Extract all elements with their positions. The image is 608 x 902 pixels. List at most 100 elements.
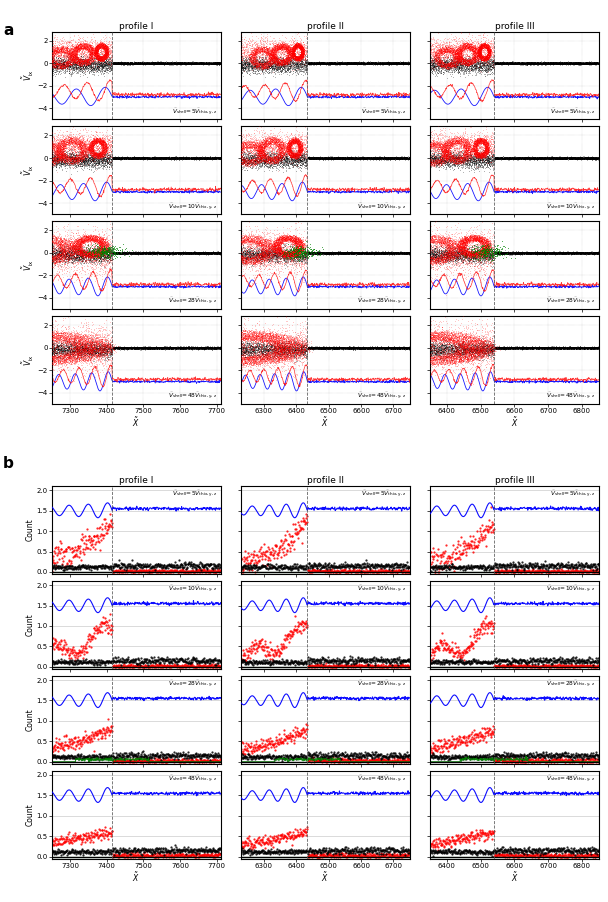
Point — [473, 248, 483, 262]
Point — [501, 340, 511, 354]
Point — [115, 245, 125, 260]
Point — [276, 40, 286, 54]
Point — [90, 234, 100, 248]
Point — [210, 245, 219, 260]
Point — [86, 340, 95, 354]
Point — [460, 152, 470, 166]
Point — [257, 242, 267, 256]
Point — [441, 41, 451, 55]
Point — [444, 149, 454, 163]
Point — [80, 136, 90, 151]
Point — [272, 341, 282, 355]
Point — [303, 343, 313, 357]
Point — [450, 244, 460, 259]
Point — [164, 152, 174, 166]
Point — [482, 144, 491, 159]
Point — [272, 334, 282, 348]
Point — [467, 346, 477, 361]
Point — [68, 244, 78, 258]
Point — [499, 152, 508, 167]
Point — [280, 137, 290, 152]
Point — [292, 40, 302, 54]
Point — [260, 350, 270, 364]
Point — [77, 37, 87, 51]
Point — [430, 152, 440, 167]
Point — [88, 343, 98, 357]
Point — [275, 235, 285, 250]
Point — [444, 139, 454, 153]
Point — [140, 340, 150, 354]
Point — [188, 152, 198, 166]
Point — [280, 349, 289, 364]
Point — [69, 352, 78, 366]
Point — [434, 352, 444, 366]
Point — [496, 246, 506, 261]
Point — [430, 137, 440, 152]
Point — [283, 48, 292, 62]
Point — [510, 340, 520, 354]
Point — [77, 342, 86, 356]
Point — [362, 340, 372, 354]
Point — [394, 245, 404, 260]
Point — [300, 341, 309, 355]
Point — [100, 352, 109, 366]
Point — [244, 136, 254, 151]
Point — [261, 152, 271, 167]
Point — [188, 57, 198, 71]
Point — [517, 56, 527, 70]
Point — [569, 245, 579, 260]
Point — [49, 40, 58, 54]
Point — [49, 58, 59, 72]
Point — [198, 245, 207, 260]
Point — [100, 51, 110, 66]
Point — [259, 151, 269, 165]
Point — [88, 244, 97, 259]
Point — [475, 131, 485, 145]
Point — [522, 342, 532, 356]
Point — [503, 56, 513, 70]
Point — [252, 44, 261, 59]
Point — [361, 247, 371, 262]
Point — [299, 348, 308, 363]
Point — [94, 132, 103, 146]
Point — [560, 340, 570, 354]
Point — [403, 56, 413, 70]
Point — [292, 348, 302, 363]
Point — [255, 350, 264, 364]
Point — [70, 243, 80, 257]
Point — [578, 341, 588, 355]
Point — [358, 245, 367, 260]
Point — [257, 246, 266, 261]
Point — [240, 157, 250, 171]
Point — [545, 152, 555, 166]
Point — [143, 56, 153, 70]
Point — [91, 60, 100, 75]
Point — [197, 246, 207, 261]
Point — [275, 231, 285, 245]
Point — [381, 246, 390, 261]
Point — [98, 144, 108, 159]
Point — [299, 240, 308, 254]
Point — [122, 56, 131, 70]
Point — [72, 349, 82, 364]
Point — [453, 144, 463, 159]
Point — [332, 342, 342, 356]
Point — [92, 38, 102, 52]
Point — [50, 331, 60, 345]
Point — [554, 246, 564, 261]
Point — [312, 152, 322, 166]
Point — [510, 151, 520, 165]
Point — [91, 245, 100, 260]
Point — [181, 340, 190, 354]
Point — [298, 40, 308, 54]
Point — [382, 246, 392, 261]
Point — [210, 245, 220, 260]
Point — [50, 41, 60, 56]
Point — [449, 239, 458, 253]
Point — [89, 231, 98, 245]
Point — [482, 38, 492, 52]
Point — [239, 250, 249, 264]
Point — [514, 245, 523, 260]
Point — [151, 56, 161, 70]
Point — [99, 244, 109, 258]
